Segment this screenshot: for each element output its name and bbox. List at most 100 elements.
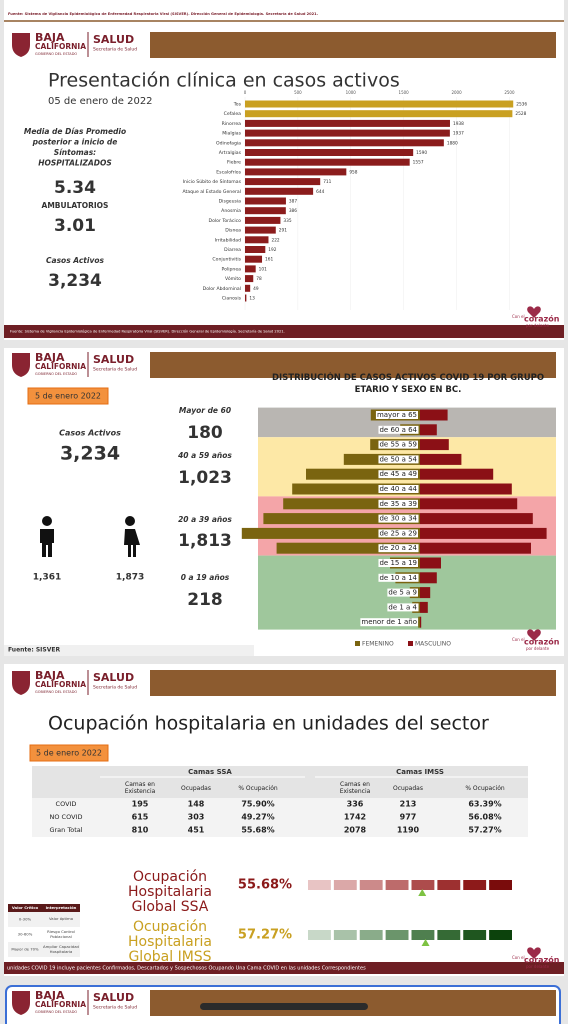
- bar: [420, 587, 431, 599]
- logo-shield: [12, 991, 30, 1015]
- label-background: [378, 455, 419, 464]
- table-cell: 56.08%: [468, 813, 501, 822]
- bar: [245, 197, 286, 205]
- bar: [245, 226, 276, 234]
- category-label: de 1 a 4: [388, 603, 417, 611]
- legend-label: MASCULINO: [415, 641, 451, 648]
- table-cell: 57.27%: [468, 826, 501, 835]
- brand-text: por delante: [526, 964, 550, 969]
- gauge-segment: [411, 880, 435, 890]
- category-label: de 30 a 34: [379, 515, 417, 523]
- table-cell: 615: [132, 813, 149, 822]
- footer-text: unidades COVID 19 incluye pacientes Conf…: [7, 966, 366, 972]
- table-cell: 1742: [344, 813, 366, 822]
- table-column: Ocupadas: [181, 784, 211, 792]
- slide-title: Ocupación hospitalaria en unidades del s…: [48, 713, 489, 735]
- table-group: Camas SSA: [188, 768, 232, 776]
- value-label: 222: [271, 237, 279, 243]
- label-background: [378, 573, 419, 582]
- gauge-segment: [437, 930, 461, 940]
- table-cell: 2078: [344, 826, 367, 835]
- home-indicator: [200, 1003, 368, 1010]
- value-label: 192: [268, 247, 276, 253]
- slide-date: 05 de enero de 2022: [48, 96, 153, 107]
- date-badge: [29, 744, 109, 762]
- bar: [420, 601, 428, 613]
- table-column-box: Ocupadas: [181, 784, 211, 792]
- gauge-segment: [411, 930, 435, 940]
- logo-text: SALUD: [93, 671, 134, 684]
- gauge-label: Hospitalaria: [128, 884, 212, 900]
- table-cell: 75.90%: [241, 800, 274, 809]
- bar: [420, 557, 441, 569]
- legend-table-text: Valor Crítico: [12, 905, 39, 910]
- group-label: 40 a 59 años: [178, 451, 232, 460]
- legend-table-text: Valor óptimo: [48, 916, 74, 922]
- value-label: 78: [256, 276, 262, 282]
- table-column: % Ocupación: [238, 784, 278, 792]
- category-label: Vómito: [225, 275, 241, 282]
- value-label: 644: [316, 189, 324, 195]
- gauge-segment: [385, 930, 409, 940]
- label-background: [378, 499, 418, 508]
- category-label: Dolor Torácico: [209, 217, 242, 224]
- label-background: [387, 588, 418, 597]
- category-label: Fiebre: [227, 160, 241, 166]
- group-value: 1,813: [178, 531, 232, 551]
- logo-text: GOBIERNO DEL ESTADO: [35, 1010, 77, 1014]
- label-background: [378, 425, 419, 434]
- legend-table-text: 30-60%: [18, 932, 33, 937]
- legend-table-text: Ampliar Capacidad Hospitalaria: [43, 944, 79, 954]
- brand-text: corazón: [524, 955, 560, 965]
- brand-text: por delante: [526, 323, 550, 328]
- legend-table-text: 0-30%: [19, 917, 32, 922]
- label-background: [378, 559, 418, 567]
- category-label: Diarrea: [224, 247, 241, 253]
- brand-text: por delante: [526, 646, 550, 651]
- legend-table-text: Interpretación: [46, 905, 77, 910]
- table-cell: 1190: [397, 826, 420, 835]
- table-cell: 977: [400, 813, 417, 822]
- bar: [245, 100, 514, 108]
- male-icon: [42, 516, 52, 526]
- value-label: 291: [279, 228, 287, 234]
- category-label: Disgeusia: [219, 199, 242, 205]
- footer-band: [4, 325, 564, 338]
- table-cell: 336: [347, 800, 364, 809]
- bar: [245, 207, 286, 215]
- legend-table-row: [8, 912, 80, 927]
- bar: [245, 168, 347, 176]
- gauge-label: Global IMSS: [128, 949, 211, 965]
- table-cell: 810: [132, 826, 149, 835]
- stat-label: HOSPITALIZADOS: [38, 159, 112, 168]
- category-label: de 15 a 19: [379, 559, 417, 567]
- bar: [306, 468, 420, 480]
- category-label: de 45 a 49: [379, 470, 417, 478]
- gauge-segment: [437, 880, 461, 890]
- table-column-box: Ocupadas: [393, 785, 423, 792]
- gauge-marker: [421, 939, 430, 946]
- stat-label: Media de Días Promedio: [24, 127, 126, 136]
- group-label: 0 a 19 años: [181, 573, 230, 582]
- gauge-segment: [463, 930, 487, 940]
- value-label: 1590: [416, 150, 427, 156]
- gauge-segment: [489, 930, 512, 940]
- female-icon: [124, 529, 140, 557]
- bar: [420, 453, 462, 465]
- stat-label: Casos Activos: [59, 429, 121, 438]
- logo-text: CALIFORNIA: [35, 680, 86, 689]
- bar: [245, 149, 414, 156]
- label-background: [360, 618, 418, 627]
- category-label: de 10 a 14: [379, 574, 417, 582]
- table-cell: 195: [132, 800, 149, 809]
- legend-table-text: Riesgo Control Poblacional: [47, 929, 75, 939]
- label-background: [378, 440, 418, 449]
- table-cell: NO COVID: [50, 813, 83, 821]
- legend-table-text-box: Ampliar Capacidad Hospitalaria: [43, 944, 79, 954]
- stat-value: 3,234: [60, 443, 120, 465]
- logo-shield: [12, 671, 30, 695]
- logo-text: SALUD: [93, 33, 134, 46]
- value-label: 387: [289, 199, 297, 205]
- legend-swatch: [355, 641, 360, 646]
